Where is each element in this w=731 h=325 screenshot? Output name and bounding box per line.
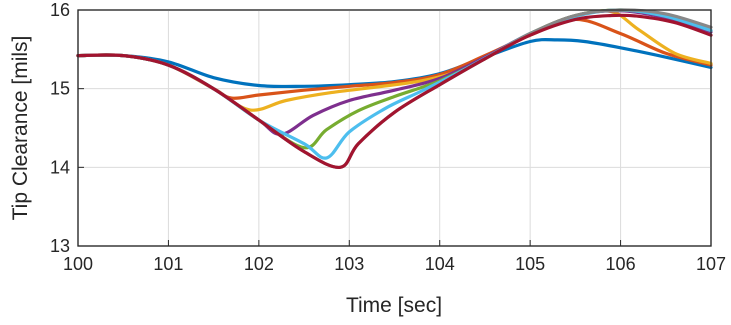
y-axis-label: Tip Clearance [mils] [9, 36, 32, 221]
y-tick-label: 15 [50, 79, 70, 99]
y-tick-label: 16 [50, 0, 70, 20]
y-tick-labels: 13 14 15 16 [50, 0, 70, 256]
x-tick-label: 101 [153, 254, 183, 274]
y-tick-label: 14 [50, 157, 70, 177]
x-tick-label: 104 [425, 254, 455, 274]
x-tick-label: 103 [334, 254, 364, 274]
series-line-8 [76, 13, 713, 169]
plot-frame [77, 9, 712, 247]
plot-area [77, 9, 712, 247]
x-tick-labels: 100 101 102 103 104 105 106 107 [63, 254, 726, 274]
series-group [76, 8, 713, 169]
x-axis-label: Time [sec] [346, 294, 442, 317]
x-tick-label: 102 [244, 254, 274, 274]
x-tick-label: 105 [515, 254, 545, 274]
x-tick-label: 100 [63, 254, 93, 274]
y-tick-label: 13 [50, 236, 70, 256]
x-tick-label: 106 [606, 254, 636, 274]
x-tick-label: 107 [696, 254, 726, 274]
